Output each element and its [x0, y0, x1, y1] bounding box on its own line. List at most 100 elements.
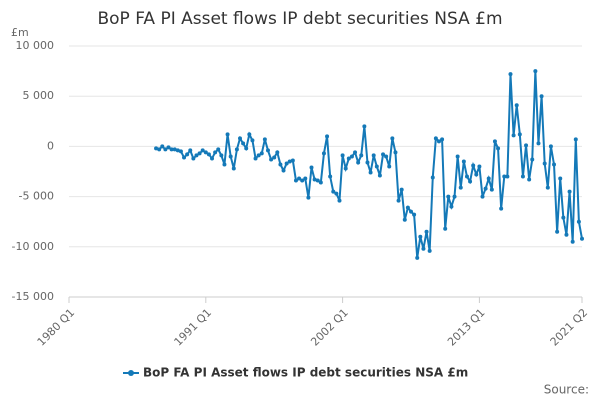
data-point — [219, 153, 224, 158]
data-point — [244, 146, 249, 151]
data-point — [343, 166, 348, 171]
y-tick-label: -5 000 — [19, 190, 54, 203]
data-point — [480, 194, 485, 199]
data-point — [387, 164, 392, 169]
data-point — [272, 155, 277, 160]
data-point — [443, 226, 448, 231]
data-point — [225, 132, 230, 137]
data-point — [427, 248, 432, 253]
data-point — [527, 177, 532, 182]
data-point — [182, 155, 187, 160]
data-point — [449, 204, 454, 209]
data-point — [436, 139, 441, 144]
data-point — [548, 144, 553, 149]
data-point — [306, 195, 311, 200]
data-point — [580, 236, 584, 241]
data-point — [524, 143, 529, 148]
data-point — [287, 159, 292, 164]
data-point — [315, 178, 320, 183]
data-point — [464, 174, 469, 179]
data-point — [197, 151, 202, 156]
data-point — [337, 198, 342, 203]
data-point — [325, 134, 330, 139]
x-tick-label: 2002 Q1 — [308, 306, 351, 349]
data-point — [253, 156, 258, 161]
data-point — [213, 150, 218, 155]
data-point — [576, 219, 581, 224]
data-point — [356, 160, 361, 165]
data-point — [318, 180, 323, 185]
data-point — [552, 162, 557, 167]
data-point — [303, 176, 308, 181]
data-point — [545, 185, 550, 190]
data-point — [474, 172, 479, 177]
data-point — [570, 239, 575, 244]
data-point — [399, 187, 404, 192]
data-point — [402, 217, 407, 222]
data-point — [172, 147, 177, 152]
data-point — [461, 159, 466, 164]
data-point — [175, 148, 180, 153]
y-tick-label: 10 000 — [16, 39, 55, 52]
data-point — [365, 160, 370, 165]
data-point — [477, 164, 482, 169]
data-point — [381, 152, 386, 157]
data-point — [533, 69, 538, 74]
data-point — [390, 136, 395, 141]
data-point — [188, 148, 193, 153]
data-point — [412, 212, 417, 217]
data-point — [349, 154, 354, 159]
data-point — [275, 150, 280, 155]
data-point — [567, 189, 572, 194]
data-point — [396, 198, 401, 203]
data-point — [508, 72, 513, 77]
data-point — [517, 132, 522, 137]
data-point — [468, 179, 473, 184]
data-point — [393, 150, 398, 155]
data-point — [455, 154, 460, 159]
data-point — [154, 146, 159, 151]
data-point — [157, 147, 162, 152]
data-point — [440, 137, 445, 142]
data-point — [191, 156, 196, 161]
data-point — [377, 173, 382, 178]
legend-marker — [128, 370, 134, 376]
data-point — [530, 157, 535, 162]
y-tick-label: -15 000 — [12, 290, 54, 303]
data-point — [409, 209, 413, 214]
data-point — [210, 156, 215, 161]
data-point — [353, 150, 358, 155]
data-point — [185, 152, 190, 157]
data-point — [250, 138, 255, 143]
chart-title: BoP FA PI Asset flows IP debt securities… — [97, 9, 502, 29]
y-unit: £m — [11, 26, 29, 39]
data-point — [505, 174, 510, 179]
data-point — [502, 174, 507, 179]
data-point — [331, 189, 336, 194]
data-point — [231, 166, 236, 171]
data-point — [200, 148, 205, 153]
data-point — [265, 148, 270, 153]
data-point — [511, 133, 516, 138]
data-point — [194, 153, 199, 158]
data-point — [542, 161, 547, 166]
source: Source: — [544, 383, 589, 397]
data-point — [492, 139, 497, 144]
data-point — [384, 154, 389, 159]
data-point — [297, 176, 302, 181]
data-point — [573, 137, 578, 142]
data-point — [228, 154, 233, 159]
data-point — [489, 187, 494, 192]
data-point — [452, 194, 457, 199]
data-point — [520, 174, 525, 179]
data-point — [222, 162, 227, 167]
data-point — [278, 162, 283, 167]
data-point — [328, 174, 333, 179]
data-point — [178, 149, 183, 154]
data-point — [290, 158, 295, 163]
data-point — [555, 229, 560, 234]
data-point — [561, 215, 566, 220]
data-point — [247, 132, 252, 137]
data-point — [160, 144, 165, 149]
